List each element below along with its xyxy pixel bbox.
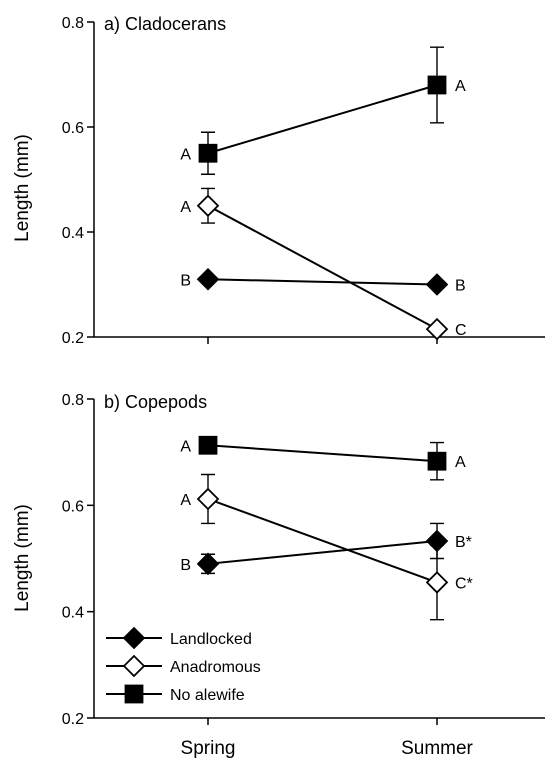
data-point bbox=[198, 435, 218, 455]
legend-label: Anadromous bbox=[170, 659, 261, 676]
series-anadromous: AC bbox=[180, 187, 467, 341]
series-line bbox=[207, 84, 438, 155]
series-line bbox=[207, 498, 438, 584]
significance-label: C* bbox=[455, 575, 473, 592]
data-point bbox=[427, 451, 447, 471]
data-point bbox=[196, 552, 220, 576]
y-tick-label: 0.6 bbox=[62, 498, 84, 515]
y-tick-label: 0.4 bbox=[62, 225, 84, 242]
y-tick-label: 0.8 bbox=[62, 392, 84, 409]
series-anadromous: A C* bbox=[180, 473, 473, 621]
legend-label: Landlocked bbox=[170, 631, 252, 648]
significance-label: A bbox=[180, 438, 191, 455]
significance-label: A bbox=[180, 199, 191, 216]
panel-2: 0.2 0.4 0.6 0.8 Spring Summer Length (mm) b) Co… bbox=[12, 392, 545, 758]
series-line bbox=[207, 204, 438, 331]
series-line bbox=[207, 444, 438, 463]
legend-marker bbox=[124, 684, 144, 704]
significance-label: A bbox=[180, 146, 191, 163]
y-tick-label: 0.2 bbox=[62, 330, 84, 347]
data-point bbox=[425, 273, 449, 296]
series-line bbox=[207, 278, 438, 286]
significance-label: B bbox=[180, 557, 191, 574]
category-label-spring: Spring bbox=[181, 738, 236, 758]
legend-label: No alewife bbox=[170, 687, 245, 704]
y-tick-label: 0.6 bbox=[62, 120, 84, 137]
series-no-alewife: AA bbox=[180, 435, 466, 481]
significance-label: A bbox=[455, 454, 466, 471]
significance-label: C bbox=[455, 322, 467, 339]
y-axis-label: Length (mm) bbox=[12, 504, 33, 612]
y-axis-label: Length (mm) bbox=[12, 134, 33, 242]
significance-label: B* bbox=[455, 534, 472, 551]
data-point bbox=[198, 143, 218, 163]
legend-marker bbox=[122, 654, 146, 678]
data-point bbox=[427, 75, 447, 95]
legend-item: Landlocked bbox=[106, 626, 252, 650]
legend: Landlocked Anadromous No alewife bbox=[106, 626, 261, 704]
legend-item: No alewife bbox=[106, 684, 245, 704]
significance-label: A bbox=[180, 492, 191, 509]
panel-title: b) Copepods bbox=[104, 392, 207, 412]
data-point bbox=[425, 571, 449, 594]
legend-item: Anadromous bbox=[106, 654, 261, 678]
legend-marker bbox=[122, 626, 146, 650]
data-point bbox=[196, 487, 220, 511]
significance-label: B bbox=[455, 278, 466, 295]
data-point bbox=[196, 194, 220, 218]
y-tick-label: 0.8 bbox=[62, 15, 84, 32]
significance-label: A bbox=[455, 78, 466, 95]
panel-title: a) Cladocerans bbox=[104, 14, 226, 34]
significance-label: B bbox=[180, 272, 191, 289]
series-landlocked: B B* bbox=[180, 522, 472, 576]
y-tick-label: 0.2 bbox=[62, 711, 84, 728]
y-tick-label: 0.4 bbox=[62, 605, 84, 622]
series-line bbox=[207, 539, 438, 565]
data-point bbox=[196, 267, 220, 291]
category-label-summer: Summer bbox=[401, 738, 473, 758]
data-point bbox=[425, 317, 449, 341]
series-no-alewife: AA bbox=[180, 46, 466, 175]
